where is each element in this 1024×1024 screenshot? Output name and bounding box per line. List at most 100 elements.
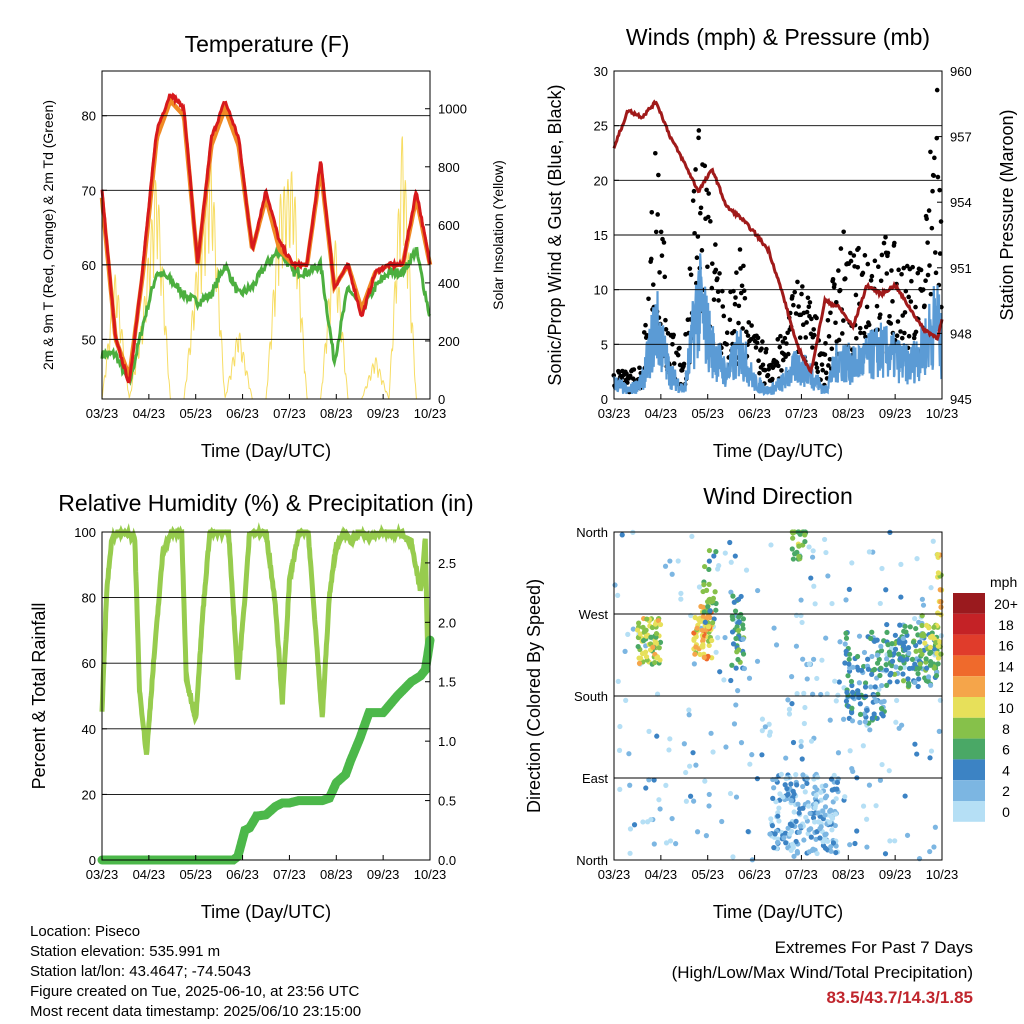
direction-point: [634, 627, 641, 633]
speed-legend-title: mph: [990, 574, 1017, 590]
y-tick-label-right: 2.0: [438, 615, 456, 630]
direction-point: [643, 633, 649, 639]
direction-point: [889, 658, 896, 664]
direction-point: [864, 707, 870, 713]
direction-point: [936, 728, 942, 734]
gust-point: [797, 335, 803, 340]
direction-point: [776, 818, 782, 824]
direction-xlabel: Time (Day/UTC): [713, 902, 843, 922]
direction-point: [759, 728, 765, 734]
direction-point: [703, 833, 709, 839]
direction-point: [713, 649, 719, 655]
direction-point: [860, 743, 866, 749]
gust-point: [892, 240, 897, 246]
station-info: Location: Piseco Station elevation: 535.…: [30, 922, 361, 1022]
y-tick-label-right: 800: [438, 160, 460, 175]
gust-point: [884, 271, 890, 276]
direction-point: [730, 641, 737, 647]
gust-point: [866, 322, 872, 328]
direction-point: [755, 587, 761, 594]
direction-point: [900, 678, 907, 684]
x-tick-label: 06/23: [226, 406, 259, 421]
direction-point: [740, 616, 747, 622]
y-tick-label-right: 954: [950, 195, 972, 210]
direction-point: [808, 826, 814, 832]
direction-point: [735, 688, 741, 694]
gust-point: [704, 187, 709, 193]
direction-point: [719, 818, 725, 825]
x-tick-label: 08/23: [832, 867, 865, 882]
direction-point: [736, 647, 742, 653]
y-tick-label: 80: [82, 591, 96, 606]
direction-point: [681, 741, 687, 747]
direction-point: [800, 772, 806, 778]
gust-point: [819, 362, 825, 367]
direction-point: [669, 571, 675, 577]
direction-point: [898, 561, 904, 567]
direction-point: [865, 656, 871, 662]
winds-left-ticks: 0 5 10 15 20 25 30: [594, 64, 942, 407]
direction-point: [637, 631, 643, 637]
direction-point: [815, 810, 821, 816]
direction-point: [643, 654, 650, 660]
direction-point: [938, 599, 944, 605]
direction-point: [705, 603, 711, 610]
direction-point: [805, 803, 812, 809]
gust-point: [739, 283, 745, 289]
direction-ylabel-left: Direction (Colored By Speed): [524, 579, 544, 813]
direction-point: [631, 822, 638, 828]
direction-point: [919, 596, 925, 602]
gust-point: [860, 270, 866, 276]
gust-point: [935, 174, 941, 180]
direction-point: [912, 741, 918, 747]
direction-point: [917, 639, 923, 645]
gust-point: [677, 345, 682, 351]
direction-point: [691, 636, 697, 642]
direction-point: [877, 600, 883, 607]
direction-point: [797, 823, 804, 829]
gust-point: [814, 315, 819, 321]
direction-point: [919, 622, 925, 629]
direction-point: [874, 660, 881, 666]
gust-point: [663, 317, 668, 323]
direction-point: [706, 566, 712, 573]
gust-point: [715, 289, 721, 295]
legend-swatch: [953, 676, 985, 697]
legend-label: 2: [1002, 783, 1010, 799]
y-tick-label-right: 0.5: [438, 794, 456, 809]
x-tick-label: 03/23: [598, 867, 631, 882]
direction-point: [892, 646, 899, 652]
x-tick-label: 06/23: [738, 867, 771, 882]
direction-point: [789, 701, 795, 707]
gust-point: [899, 271, 904, 277]
direction-point: [771, 625, 777, 631]
direction-point: [902, 623, 908, 629]
direction-point: [906, 682, 912, 689]
gust-point: [653, 229, 659, 235]
direction-point: [878, 643, 884, 649]
gust-point: [922, 303, 927, 309]
gust-point: [785, 330, 790, 336]
gust-point: [762, 367, 768, 373]
direction-point: [657, 806, 663, 812]
direction-point: [652, 621, 659, 627]
gust-point: [827, 356, 833, 362]
x-tick-label: 04/23: [133, 406, 166, 421]
direction-point: [915, 671, 921, 677]
direction-point: [873, 803, 879, 809]
x-tick-label: 10/23: [414, 406, 447, 421]
gust-point: [861, 330, 867, 336]
direction-point: [887, 838, 893, 844]
direction-point: [766, 721, 772, 727]
direction-point: [801, 720, 807, 727]
gust-point: [810, 345, 815, 350]
winds-ylabel-left: Sonic/Prop Wind & Gust (Blue, Black): [545, 84, 565, 385]
gust-point: [681, 361, 687, 367]
gust-point: [872, 258, 878, 264]
direction-point: [799, 619, 805, 626]
direction-point: [814, 774, 821, 780]
direction-point: [909, 665, 916, 671]
direction-point: [636, 660, 643, 666]
winds-panel: Winds (mph) & Pressure (mb) 0 5 10 15 20 25 30…: [545, 24, 1017, 461]
